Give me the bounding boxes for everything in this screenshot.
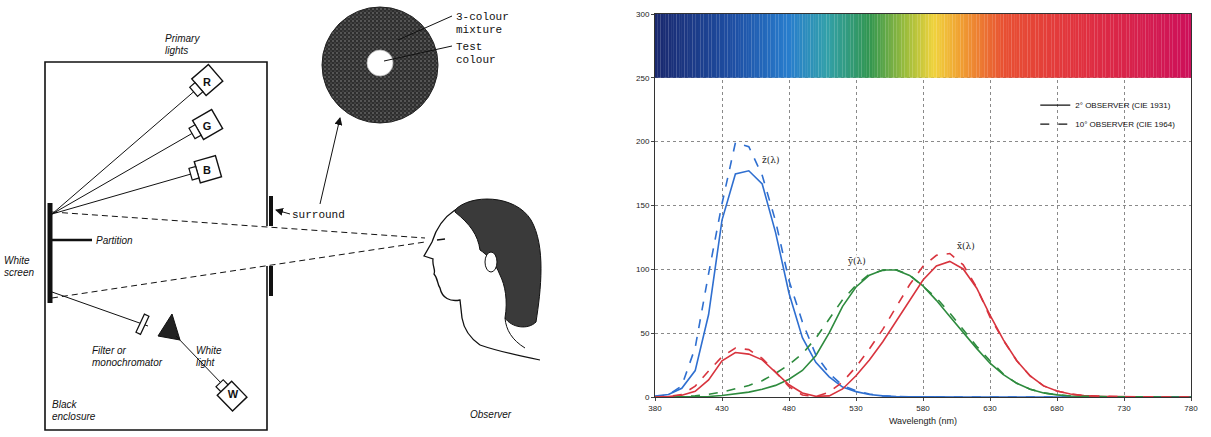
svg-text:580: 580 (916, 404, 930, 413)
svg-text:G: G (203, 120, 212, 132)
svg-text:250: 250 (636, 74, 650, 83)
svg-text:Primarylights: Primarylights (165, 33, 200, 56)
svg-text:3-colourmixture: 3-colourmixture (456, 11, 509, 36)
svg-text:530: 530 (849, 404, 863, 413)
svg-text:Testcolour: Testcolour (456, 41, 496, 66)
svg-text:R: R (203, 76, 211, 88)
svg-text:630: 630 (983, 404, 997, 413)
svg-text:Whitelight: Whitelight (196, 345, 222, 368)
svg-text:z̄(λ): z̄(λ) (762, 155, 779, 165)
svg-text:Partition: Partition (96, 235, 133, 246)
svg-text:surround: surround (292, 209, 345, 221)
svg-text:W: W (228, 388, 239, 400)
svg-text:780: 780 (1184, 404, 1198, 413)
svg-text:Wavelength (nm): Wavelength (nm) (889, 416, 957, 426)
svg-text:ȳ(λ): ȳ(λ) (847, 256, 866, 266)
svg-text:Filter ormonochromator: Filter ormonochromator (92, 345, 163, 368)
svg-text:480: 480 (782, 404, 796, 413)
svg-text:Observer: Observer (470, 409, 512, 420)
svg-text:300: 300 (636, 10, 650, 19)
svg-text:430: 430 (715, 404, 729, 413)
svg-text:Blackenclosure: Blackenclosure (52, 399, 96, 422)
svg-text:730: 730 (1117, 404, 1131, 413)
svg-text:0: 0 (645, 393, 650, 402)
svg-text:x̄(λ): x̄(λ) (957, 241, 975, 251)
svg-text:150: 150 (636, 201, 650, 210)
svg-text:2° OBSERVER (CIE 1931): 2° OBSERVER (CIE 1931) (1075, 101, 1170, 110)
svg-text:B: B (203, 164, 211, 176)
svg-text:200: 200 (636, 137, 650, 146)
svg-text:380: 380 (648, 404, 662, 413)
svg-text:50: 50 (640, 329, 649, 338)
svg-text:10° OBSERVER (CIE 1964): 10° OBSERVER (CIE 1964) (1075, 120, 1175, 129)
svg-text:Whitescreen: Whitescreen (4, 255, 34, 278)
svg-text:680: 680 (1050, 404, 1064, 413)
svg-text:100: 100 (636, 265, 650, 274)
